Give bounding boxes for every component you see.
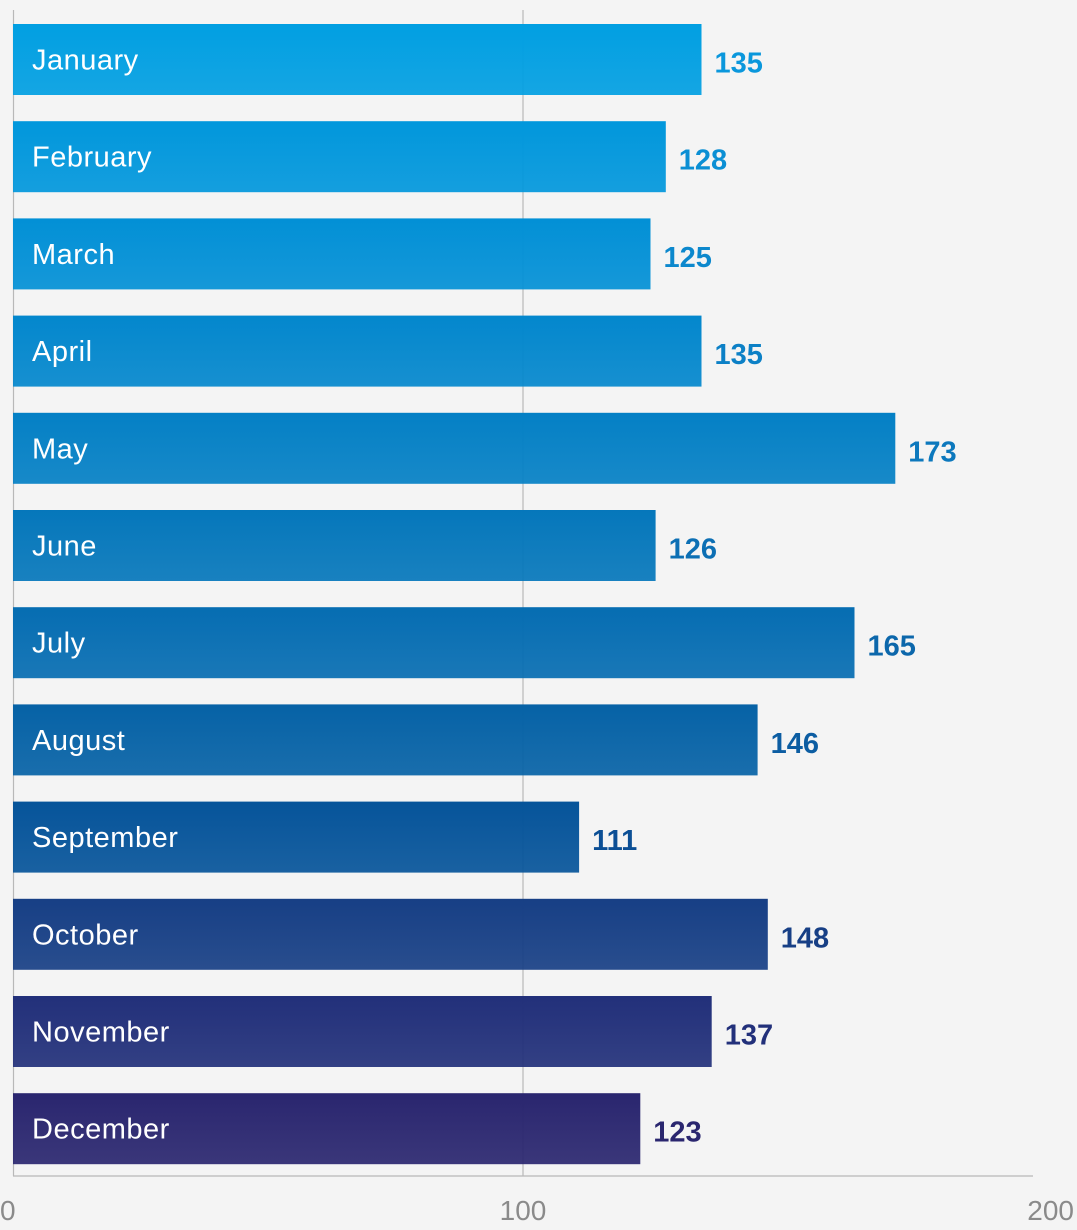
- bar-group-may: May 173: [13, 412, 957, 484]
- bar-september: [13, 801, 580, 873]
- axis-layer: 0 100 200: [0, 1175, 1074, 1226]
- value-label: 125: [664, 242, 712, 274]
- bar-march: [13, 218, 651, 290]
- category-label: January: [32, 45, 139, 77]
- category-label: December: [32, 1114, 170, 1146]
- x-tick-label: 100: [500, 1195, 547, 1225]
- category-label: September: [32, 822, 178, 854]
- bars-layer: January 135 February 128 March 125 April 135 May…: [13, 24, 957, 1165]
- category-label: April: [32, 336, 93, 368]
- bar-april: [13, 315, 702, 387]
- bar-group-august: August 146: [13, 704, 819, 776]
- category-label: March: [32, 239, 115, 271]
- value-label: 135: [715, 339, 763, 371]
- bar-group-april: April 135: [13, 315, 763, 387]
- category-label: November: [32, 1017, 170, 1049]
- bar-november: [13, 996, 712, 1067]
- value-label: 135: [715, 48, 763, 80]
- bar-group-march: March 125: [13, 218, 712, 290]
- value-label: 111: [592, 825, 637, 857]
- value-label: 128: [679, 145, 727, 177]
- category-label: June: [32, 531, 97, 563]
- category-label: July: [32, 628, 86, 660]
- value-label: 173: [908, 436, 956, 468]
- bar-august: [13, 704, 758, 776]
- bar-june: [13, 510, 656, 581]
- bar-group-february: February 128: [13, 121, 727, 193]
- bar-group-june: June 126: [13, 510, 717, 581]
- bar-may: [13, 412, 896, 484]
- value-label: 123: [653, 1117, 701, 1149]
- x-tick-label: 200: [1027, 1195, 1074, 1225]
- value-label: 126: [669, 534, 717, 566]
- grid-layer: [12, 10, 524, 1176]
- category-label: February: [32, 142, 152, 174]
- bar-october: [13, 898, 768, 970]
- category-label: May: [32, 433, 88, 465]
- x-tick-label: 0: [0, 1195, 16, 1225]
- bar-february: [13, 121, 666, 193]
- value-label: 165: [868, 631, 916, 663]
- bar-group-october: October 148: [13, 898, 829, 970]
- category-label: October: [32, 919, 139, 951]
- bar-group-july: July 165: [13, 607, 916, 679]
- bar-group-january: January 135: [13, 24, 763, 95]
- bar-december: [13, 1093, 641, 1165]
- value-label: 146: [771, 728, 819, 760]
- bar-group-september: September 111: [13, 801, 637, 873]
- value-label: 148: [781, 922, 829, 954]
- bar-january: [13, 24, 702, 95]
- bar-group-november: November 137: [13, 996, 773, 1067]
- bar-july: [13, 607, 855, 679]
- value-label: 137: [725, 1020, 773, 1052]
- bar-group-december: December 123: [13, 1093, 702, 1165]
- category-label: August: [32, 725, 125, 757]
